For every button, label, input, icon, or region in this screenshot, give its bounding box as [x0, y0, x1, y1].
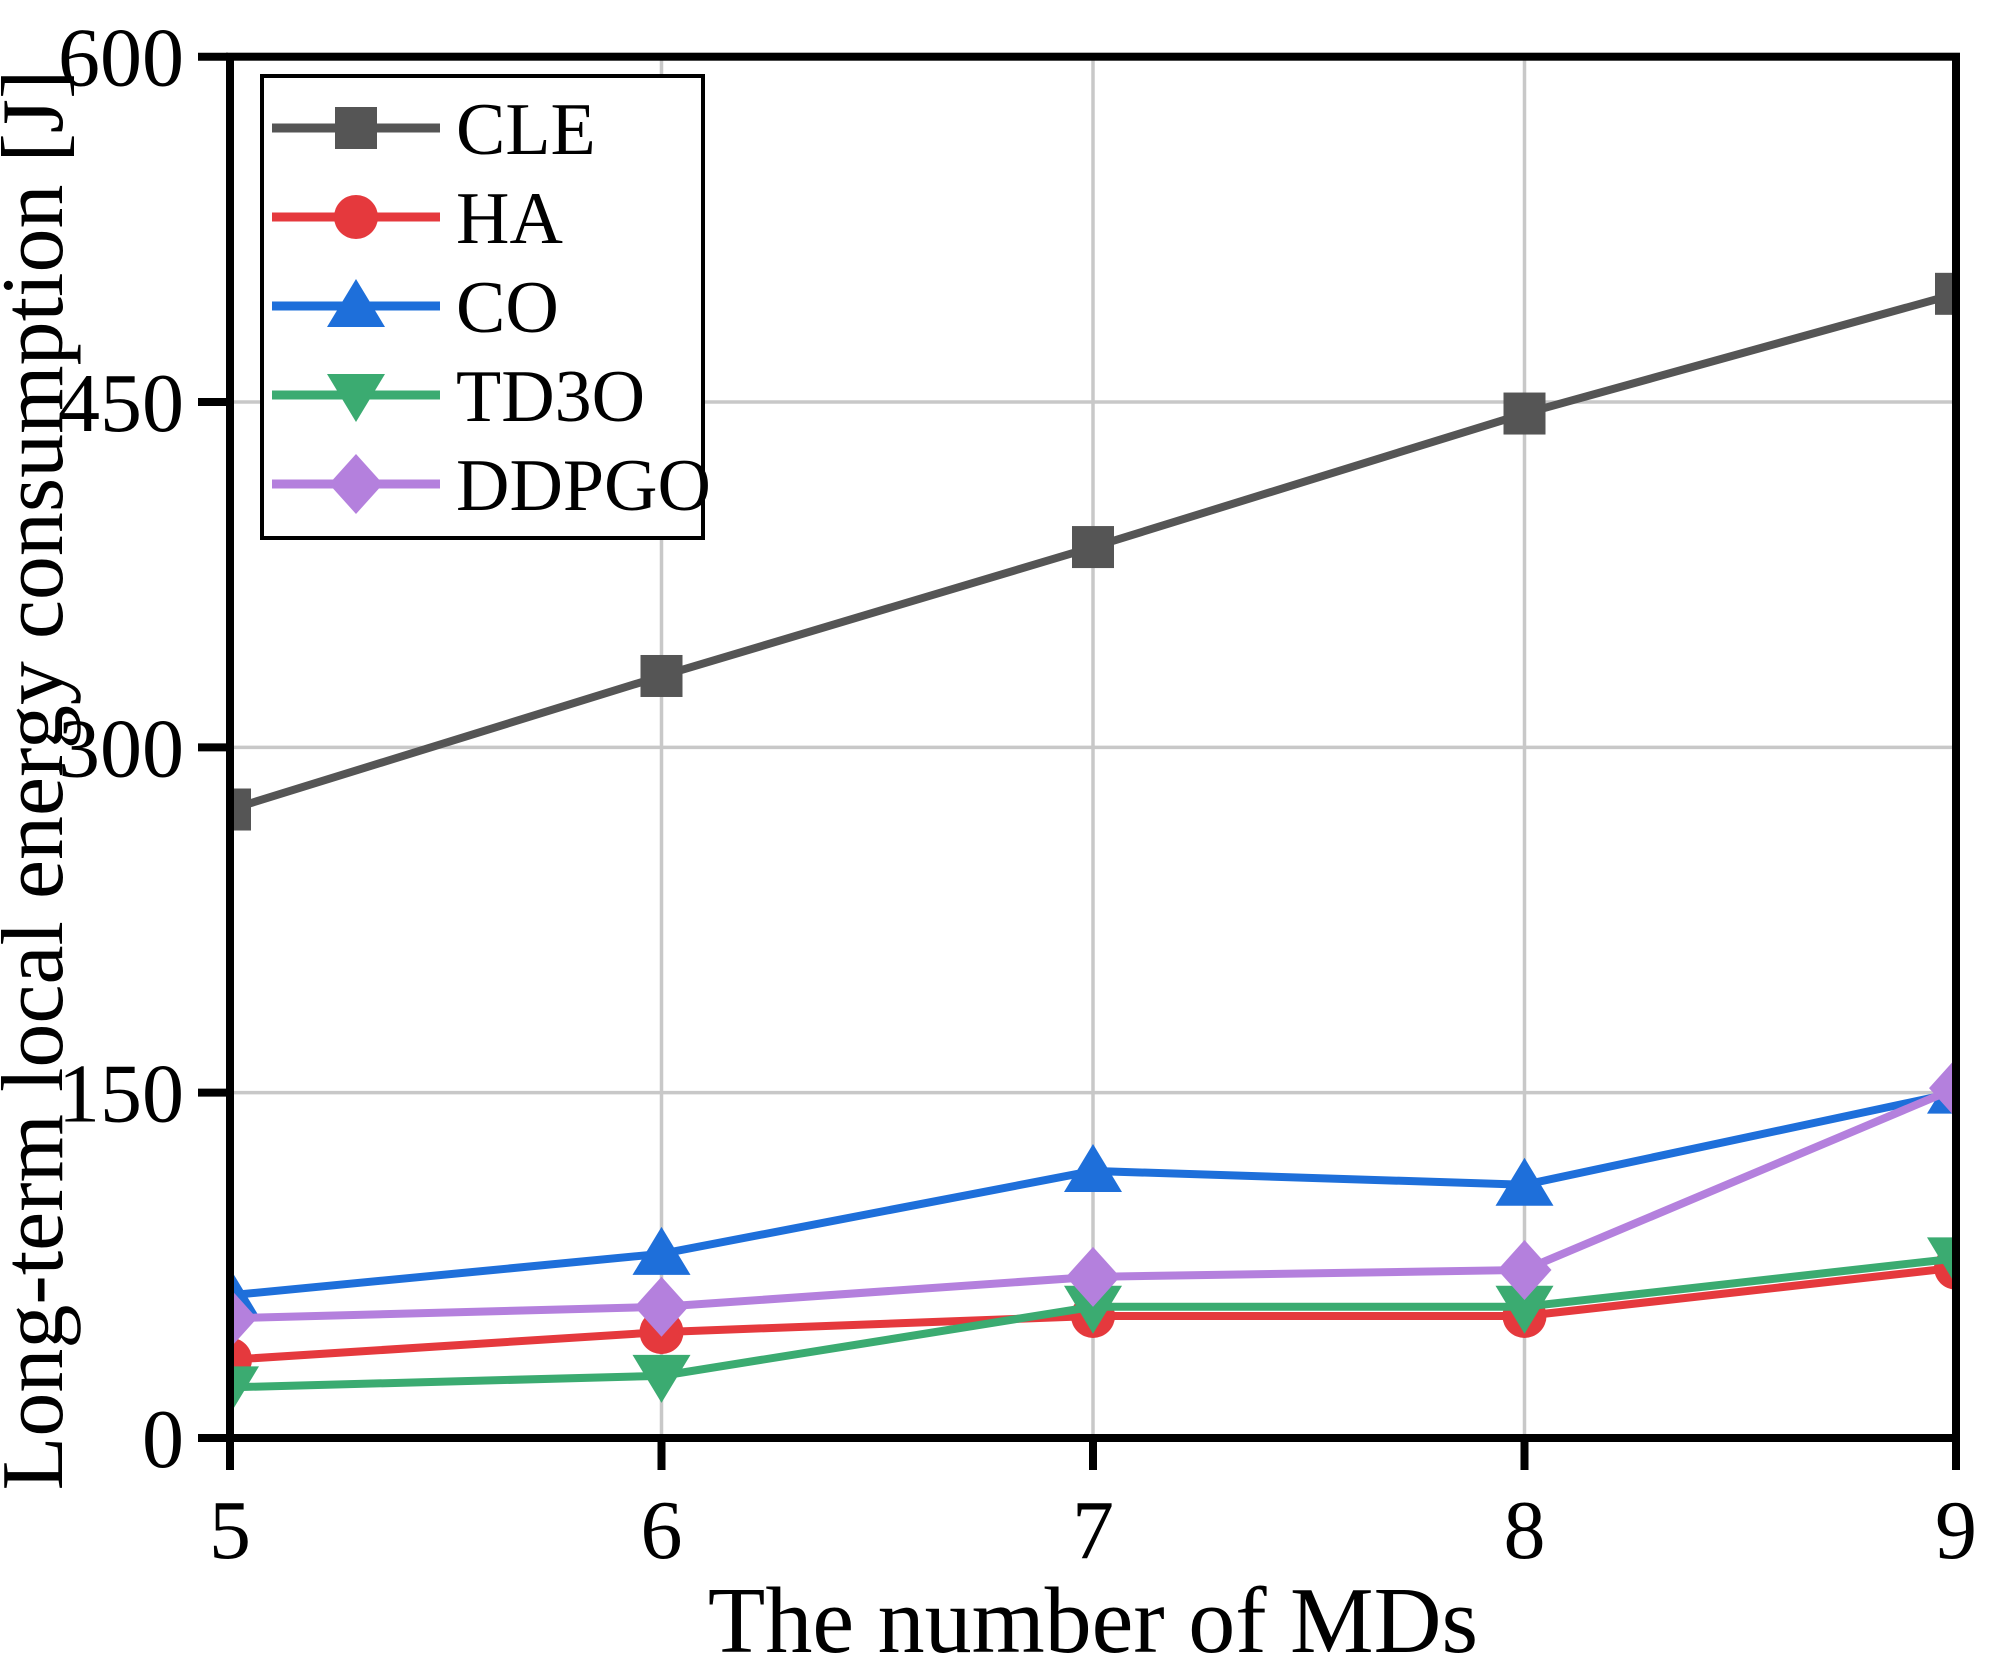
y-tick-label: 600 — [58, 12, 184, 105]
y-tick-label: 0 — [142, 1393, 184, 1486]
ticks — [198, 52, 1960, 1470]
x-tick-label: 5 — [209, 1484, 251, 1577]
marker-square — [230, 788, 251, 831]
x-tick-label: 8 — [1504, 1484, 1546, 1577]
marker-triangle-up — [632, 1226, 691, 1275]
marker-diamond — [329, 454, 383, 514]
legend-label: DDPGO — [456, 445, 711, 527]
legend-entry-HA: HA — [272, 178, 563, 260]
series-CLE — [230, 272, 1956, 831]
marker-diamond — [1929, 1058, 1956, 1119]
x-tick-label: 7 — [1072, 1484, 1114, 1577]
marker-triangle-down — [1927, 1237, 1956, 1286]
legend-label: TD3O — [456, 356, 645, 438]
y-tick-labels: 0 150 300 450 600 — [58, 12, 184, 1486]
x-tick-label: 6 — [641, 1484, 683, 1577]
y-tick-label: 450 — [58, 357, 184, 450]
marker-triangle-up — [1495, 1157, 1554, 1206]
y-tick-label: 300 — [58, 702, 184, 795]
legend-label: CO — [456, 267, 559, 349]
plot-border — [226, 52, 1960, 1443]
marker-square — [1503, 392, 1546, 435]
series-layer — [230, 272, 1956, 1415]
legend-entry-TD3O: TD3O — [272, 356, 645, 438]
legend-entry-CLE: CLE — [272, 89, 596, 171]
marker-triangle-down — [230, 1366, 259, 1415]
marker-diamond — [1497, 1239, 1552, 1300]
marker-triangle-down — [632, 1354, 691, 1403]
marker-square — [640, 654, 683, 697]
series-DDPGO — [230, 1058, 1956, 1349]
marker-triangle-up — [327, 279, 385, 327]
x-axis-label: The number of MDs — [708, 1569, 1478, 1670]
legend-entry-DDPGO: DDPGO — [272, 445, 711, 527]
marker-circle — [334, 195, 378, 239]
marker-triangle-down — [327, 374, 385, 422]
marker-diamond — [1066, 1246, 1120, 1307]
y-tick-label: 150 — [58, 1048, 184, 1141]
marker-triangle-down — [1064, 1285, 1122, 1334]
marker-square — [1935, 272, 1956, 315]
marker-triangle-up — [1064, 1143, 1122, 1192]
y-axis-label: Long-term local energy consumption [J] — [0, 70, 82, 1491]
legend-entry-CO: CO — [272, 267, 559, 349]
legend-label: CLE — [456, 89, 596, 171]
legend-label: HA — [456, 178, 563, 260]
marker-square — [1072, 526, 1114, 569]
x-tick-label: 9 — [1935, 1484, 1977, 1577]
x-tick-labels: 5 6 7 8 9 — [209, 1484, 1977, 1577]
marker-square — [335, 107, 377, 149]
marker-triangle-down — [1495, 1285, 1554, 1334]
marker-diamond — [634, 1276, 689, 1337]
marker-diamond — [230, 1288, 257, 1349]
